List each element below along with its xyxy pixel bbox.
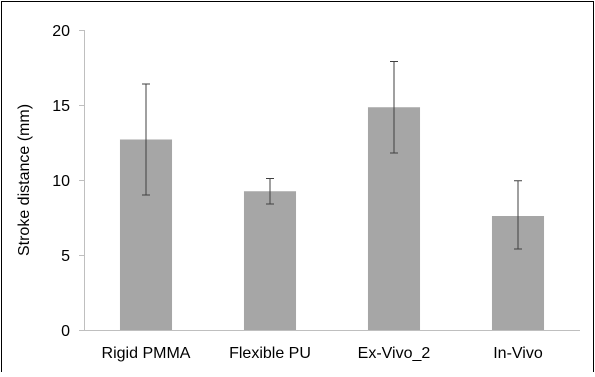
x-tick-label: Flexible PU: [229, 345, 311, 362]
bar-flexible-pu: [243, 191, 297, 330]
y-tick-label: 0: [61, 323, 70, 340]
errorbars-group: [142, 61, 522, 250]
x-tick-label: Rigid PMMA: [102, 345, 191, 362]
y-tick-label: 10: [52, 173, 70, 190]
y-tick-label: 5: [61, 248, 70, 265]
x-labels-group: Rigid PMMA Flexible PU Ex-Vivo_2 In-Vivo: [102, 345, 543, 362]
bars-group: [119, 107, 545, 330]
y-tick-label: 15: [52, 98, 70, 115]
y-tick-label: 20: [52, 23, 70, 40]
x-tick-label: In-Vivo: [493, 345, 543, 362]
y-ticks-group: 0 5 10 15 20: [52, 23, 84, 340]
y-axis-label: Stroke distance (mm): [16, 104, 33, 256]
x-tick-label: Ex-Vivo_2: [358, 345, 431, 362]
